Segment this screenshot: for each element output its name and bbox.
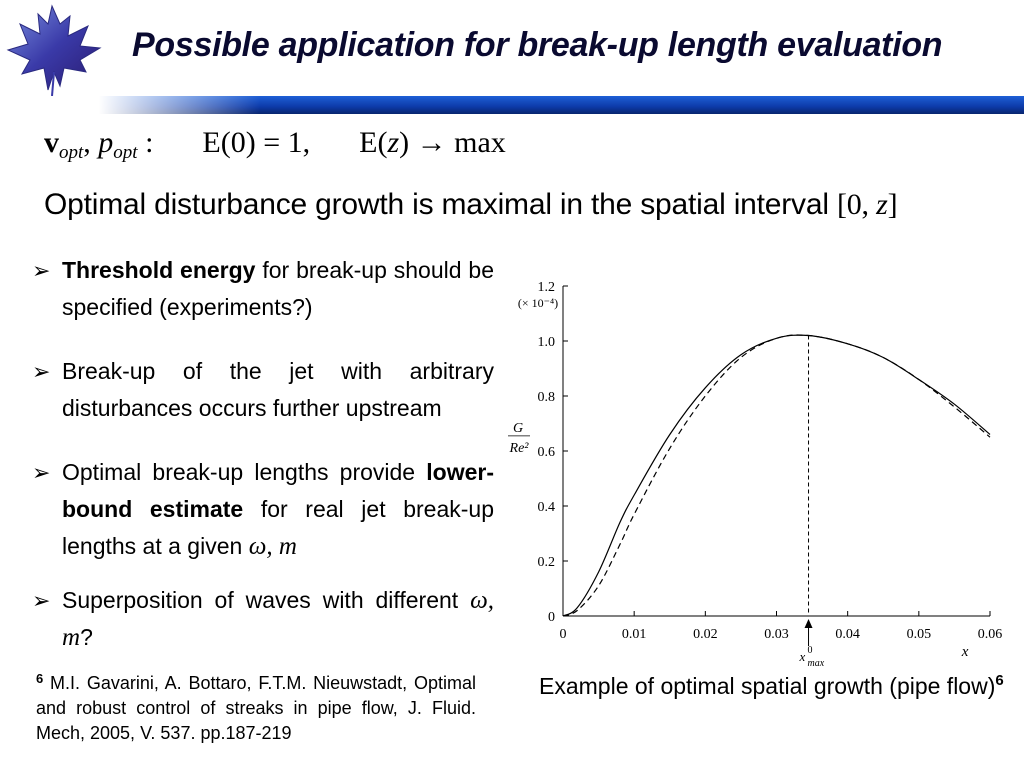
arrow-bullet-icon: ➢ <box>32 359 51 384</box>
y-scale-note: (× 10⁻⁴) <box>518 296 558 310</box>
statement: Optimal disturbance growth is maximal in… <box>44 188 898 222</box>
x-tick-label: 0.02 <box>693 627 718 642</box>
reference-text: M.I. Gavarini, A. Bottaro, F.T.M. Nieuws… <box>36 673 476 743</box>
bullet-text: for real jet break-up lengths at a given <box>62 496 494 559</box>
bullet-bold: lower-bound estimate <box>62 459 494 522</box>
x-tick-label: 0.04 <box>835 627 860 642</box>
reference-footnote: 6 M.I. Gavarini, A. Bottaro, F.T.M. Nieu… <box>36 666 476 746</box>
caption-text: Example of optimal spatial growth (pipe … <box>539 673 996 699</box>
y-tick-label: 0.6 <box>538 445 556 460</box>
xmax-label-sup: 0 <box>808 645 813 656</box>
x-tick-label: 0.06 <box>978 627 1003 642</box>
bullet-text: ? <box>80 624 93 650</box>
bullet-bold: Threshold energy <box>62 257 256 283</box>
formula-p: p <box>98 126 114 159</box>
x-axis-label: x <box>961 644 969 660</box>
bullet-item: ➢ Optimal break-up lengths provide lower… <box>32 454 494 565</box>
x-tick-label: 0.03 <box>764 627 789 642</box>
arrow-bullet-icon: ➢ <box>32 258 51 283</box>
formula-cond2-z: z <box>387 126 400 159</box>
y-label-denominator: Re² <box>509 441 530 456</box>
y-tick-label: 0.2 <box>538 555 556 570</box>
bullet-math: ω, m <box>62 587 494 651</box>
optimization-formula: vopt, popt : E(0) = 1, E(z) → max <box>44 126 506 164</box>
y-tick-label: 1.0 <box>538 335 556 350</box>
y-tick-label: 0.4 <box>538 500 556 515</box>
bullet-text: Optimal break-up lengths provide <box>62 459 427 485</box>
bullet-item: ➢ Break-up of the jet with arbitrary dis… <box>32 353 494 427</box>
bullet-item: ➢ Threshold energy for break-up should b… <box>32 252 494 326</box>
arrow-bullet-icon: ➢ <box>32 588 51 613</box>
y-label-numerator: G <box>513 421 523 436</box>
formula-p-sub: opt <box>113 142 138 163</box>
bullet-text: Break-up of the jet with arbitrary distu… <box>62 358 494 421</box>
interval-z: z <box>876 188 888 221</box>
solid-series-line <box>562 334 991 617</box>
xmax-arrow-icon <box>804 619 813 628</box>
reference-number: 6 <box>36 671 44 686</box>
growth-chart: 0 0.01 0.02 0.03 0.04 0.05 0.06 0 0.2 0.4 0.6 0.8 1.… <box>508 280 1003 668</box>
interval-open: [0, <box>836 188 877 221</box>
formula-colon: : <box>137 126 154 159</box>
formula-cond2-rhs: ) → max <box>399 126 506 159</box>
formula-v: v <box>44 126 59 159</box>
formula-cond2-lhs: E( <box>359 126 388 159</box>
bullet-text: for break-up should be specified (experi… <box>62 257 494 320</box>
statement-text: Optimal disturbance growth is maximal in… <box>44 188 837 221</box>
bullet-text: Superposition of waves with different <box>62 587 471 613</box>
y-tick-label: 0 <box>548 610 555 625</box>
x-tick-label: 0.05 <box>907 627 932 642</box>
y-tick-label: 1.2 <box>538 280 556 295</box>
interval-close: ] <box>887 188 898 221</box>
arrow-bullet-icon: ➢ <box>32 460 51 485</box>
dashed-series-line <box>562 334 991 617</box>
bullet-math: ω, m <box>248 533 297 560</box>
slide-title: Possible application for break-up length… <box>132 26 943 64</box>
maple-leaf-logo <box>6 4 102 97</box>
xmax-label-sub: max <box>808 658 825 668</box>
caption-sup: 6 <box>995 672 1004 689</box>
x-tick-label: 0 <box>560 627 567 642</box>
formula-sep: , <box>83 126 99 159</box>
y-tick-label: 0.8 <box>538 390 556 405</box>
formula-cond1: E(0) = 1, <box>202 126 311 159</box>
title-rule-fade <box>0 96 260 114</box>
x-tick-label: 0.01 <box>622 627 647 642</box>
xmax-label-main: x <box>799 649 806 664</box>
formula-v-sub: opt <box>59 142 84 163</box>
bullet-item: ➢ Superposition of waves with different … <box>32 582 494 656</box>
chart-caption: Example of optimal spatial growth (pipe … <box>539 672 1004 700</box>
